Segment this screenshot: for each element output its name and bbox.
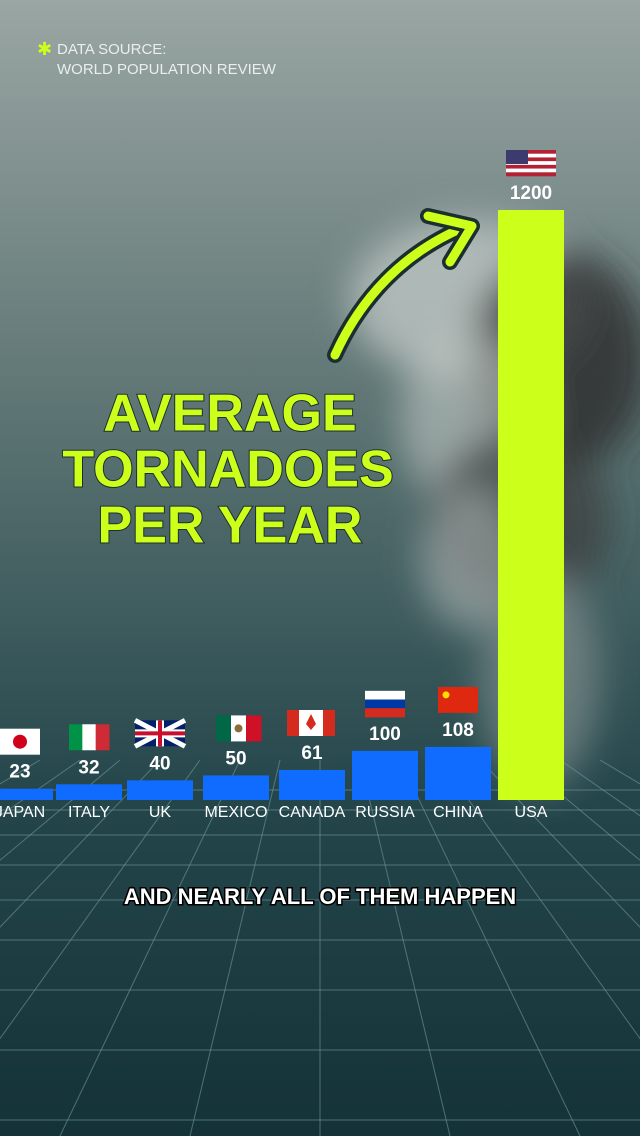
flag — [69, 724, 83, 751]
flag — [438, 686, 478, 713]
flag — [506, 164, 556, 169]
value-label: 100 — [369, 724, 401, 745]
flag — [135, 720, 185, 747]
flag — [365, 708, 405, 718]
flag — [246, 715, 262, 742]
bars: 23 JAPAN 32 ITALY 40 UK 50 MEXICO 61 CANADA 100 RUS… — [0, 150, 564, 821]
bar — [0, 788, 53, 800]
flag — [234, 724, 243, 733]
caption: AND NEARLY ALL OF THEM HAPPEN — [124, 884, 516, 909]
flag — [365, 690, 405, 700]
floor-line — [0, 759, 121, 861]
x-tick-label: MEXICO — [204, 804, 267, 821]
source: WORLD POPULATION REVIEW — [57, 61, 277, 78]
source-icon: ✱ — [37, 39, 52, 59]
title-line: AVERAGE — [103, 385, 356, 443]
bar — [352, 750, 418, 800]
flag — [506, 157, 556, 162]
floor-line — [189, 759, 281, 1136]
bar — [203, 775, 269, 800]
value-label: 50 — [225, 748, 246, 769]
flag — [506, 161, 556, 166]
flag — [506, 150, 556, 155]
bar — [56, 784, 122, 800]
floor-line — [359, 759, 451, 1136]
flag — [506, 153, 556, 158]
x-tick-label: UK — [149, 804, 172, 821]
flag — [506, 150, 528, 164]
bar — [127, 780, 193, 800]
title-line: TORNADOES — [62, 441, 393, 499]
x-tick-label: JAPAN — [0, 804, 45, 821]
floor-line — [0, 759, 201, 1040]
value-label: 61 — [301, 743, 323, 764]
flag — [13, 734, 27, 749]
floor-line — [519, 759, 640, 861]
bar — [279, 770, 345, 800]
value-label: 40 — [149, 753, 170, 774]
arrow-head — [423, 211, 477, 267]
value-label: 1200 — [510, 183, 552, 204]
value-label: 23 — [9, 762, 30, 783]
flag — [323, 710, 335, 737]
x-tick-label: ITALY — [68, 804, 110, 821]
bar — [498, 210, 564, 800]
flag — [82, 724, 97, 751]
flag — [306, 714, 316, 731]
title-line: PER YEAR — [98, 497, 363, 555]
floor-line — [0, 759, 161, 928]
flag — [95, 724, 110, 751]
flag — [365, 699, 405, 709]
x-tick-label: CHINA — [433, 804, 483, 821]
x-tick-label: RUSSIA — [355, 804, 415, 821]
flag — [506, 172, 556, 177]
x-tick-label: USA — [515, 804, 548, 821]
arrow — [330, 223, 467, 360]
floor-line — [59, 759, 241, 1136]
bar — [425, 746, 491, 800]
value-label: 108 — [442, 720, 474, 741]
floor-line — [479, 759, 640, 928]
floor-line — [439, 759, 640, 1040]
flag — [506, 168, 556, 173]
flag — [216, 715, 232, 742]
flag — [442, 691, 450, 699]
source-label: DATA SOURCE: — [57, 41, 166, 58]
value-label: 32 — [78, 757, 99, 778]
grid-floor — [0, 759, 640, 1136]
floor-line — [399, 759, 581, 1136]
flag — [287, 710, 299, 737]
x-tick-label: CANADA — [279, 804, 346, 821]
